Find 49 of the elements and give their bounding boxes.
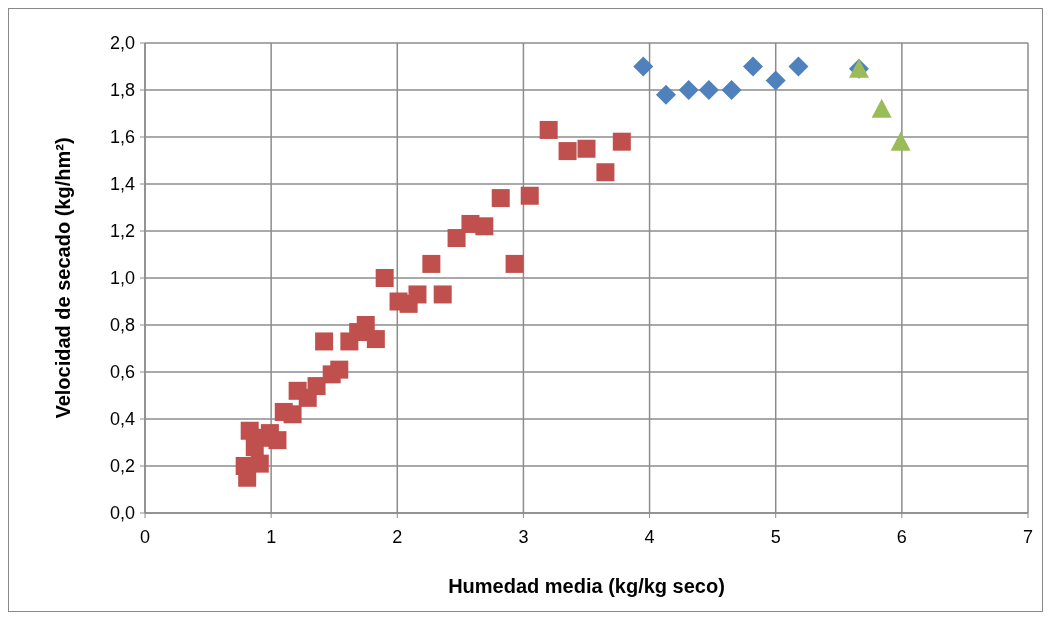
- point: [698, 80, 719, 100]
- y-tick-label: 1,4: [109, 174, 135, 195]
- point: [422, 254, 441, 273]
- point: [433, 285, 452, 304]
- point: [871, 98, 892, 118]
- x-tick-label: 1: [266, 527, 277, 547]
- x-axis-title: Humedad media (kg/kg seco): [448, 575, 725, 597]
- point: [447, 229, 466, 248]
- x-tick-label: 3: [518, 527, 529, 547]
- point: [408, 285, 427, 304]
- x-tick-label: 4: [644, 527, 655, 547]
- point: [558, 142, 577, 161]
- point: [283, 405, 302, 424]
- y-tick-label: 2,0: [109, 33, 135, 54]
- y-tick-label: 1,6: [109, 127, 135, 148]
- y-tick-label: 0,0: [109, 503, 135, 524]
- x-tick-label: 7: [1022, 527, 1034, 547]
- point: [890, 131, 911, 151]
- point: [315, 332, 334, 351]
- y-axis-title: Velocidad de secado (kg/hm²): [52, 137, 74, 419]
- y-tick-label: 0,4: [109, 409, 135, 430]
- y-tick-label: 0,2: [109, 456, 135, 477]
- point: [505, 254, 524, 273]
- point: [491, 189, 510, 208]
- point: [678, 80, 699, 100]
- point: [743, 56, 764, 77]
- point: [765, 70, 786, 91]
- point: [577, 139, 596, 158]
- x-tick-label: 0: [139, 527, 151, 547]
- x-tick-label: 5: [770, 527, 781, 547]
- y-tick-label: 0,8: [109, 315, 135, 336]
- point: [633, 56, 654, 77]
- point: [539, 120, 558, 139]
- y-tick-label: 0,6: [109, 362, 135, 383]
- point: [475, 217, 494, 236]
- y-tick-label: 1,2: [109, 221, 135, 242]
- point: [375, 269, 394, 287]
- y-tick-label: 1,0: [109, 268, 135, 289]
- x-tick-label: 2: [392, 527, 403, 547]
- point: [655, 84, 676, 105]
- point: [612, 132, 631, 151]
- point: [788, 56, 809, 77]
- point: [596, 163, 615, 182]
- point: [366, 330, 385, 349]
- point: [520, 186, 539, 205]
- x-tick-label: 6: [896, 527, 907, 547]
- y-tick-label: 1,8: [109, 80, 135, 101]
- point: [307, 377, 326, 396]
- point: [721, 80, 742, 100]
